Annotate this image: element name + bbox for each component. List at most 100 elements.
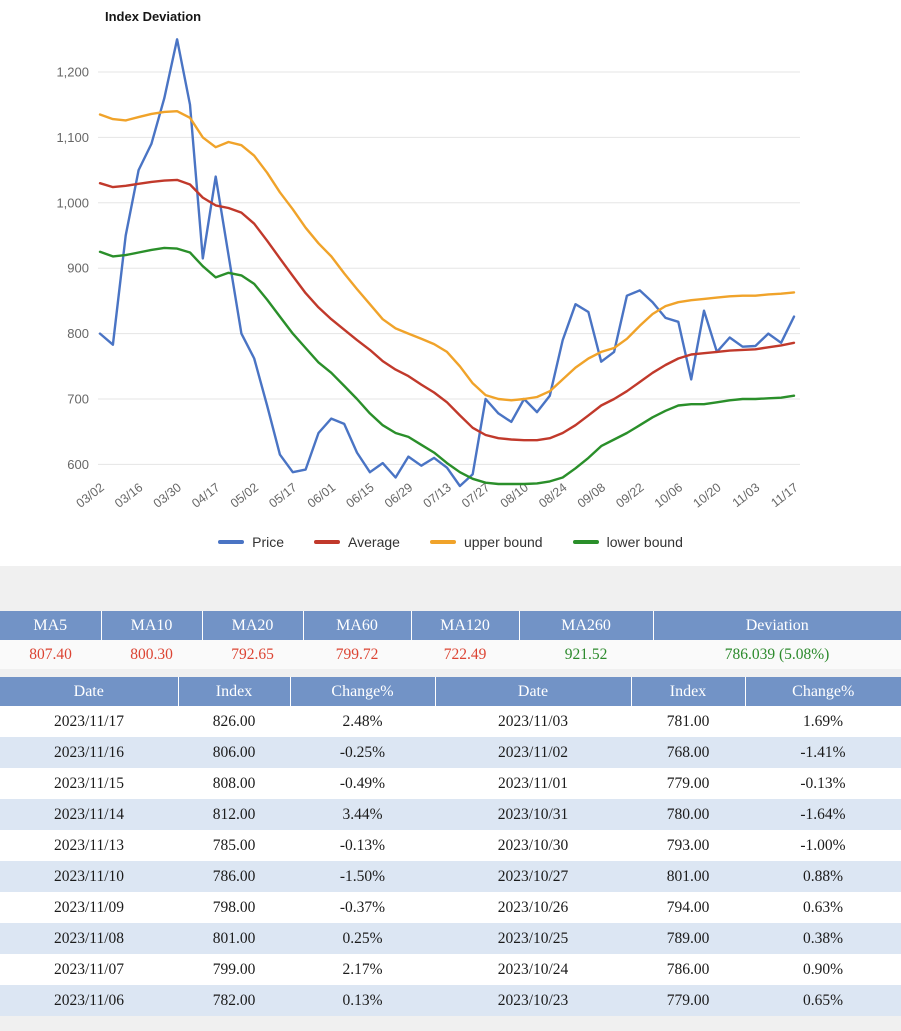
change-cell: -1.00% [745,830,901,861]
x-axis-tick-label: 09/08 [575,480,608,510]
change-cell: 3.44% [290,799,435,830]
ma-value: 807.40 [0,640,101,669]
legend-item-price[interactable]: Price [218,534,284,550]
legend-item-upper-bound[interactable]: upper bound [429,534,543,550]
change-cell: 0.38% [745,923,901,954]
x-axis-tick-label: 06/29 [382,480,415,510]
legend-line-icon [314,540,341,544]
date-cell: 2023/10/31 [435,799,631,830]
x-axis-tick-label: 03/02 [74,480,107,510]
ma-table: MA5 MA10 MA20 MA60 MA120 MA260 Deviation 807.40… [0,611,901,669]
date-cell: 2023/11/02 [435,737,631,768]
x-axis-tick-label: 10/20 [690,480,723,510]
change-cell: 2.48% [290,706,435,737]
table-row: 2023/11/15 808.00 -0.49% 2023/11/01 779.00 -0… [0,768,901,799]
change-cell: -1.41% [745,737,901,768]
y-axis-tick-label: 800 [67,326,89,341]
change-cell: 2.17% [290,954,435,985]
index-cell: 793.00 [631,830,745,861]
index-cell: 801.00 [178,923,290,954]
change-cell: -1.50% [290,861,435,892]
series-line-lower-bound [98,246,796,486]
date-cell: 2023/11/17 [0,706,178,737]
index-cell: 779.00 [631,768,745,799]
date-cell: 2023/11/10 [0,861,178,892]
table-row: 2023/11/09 798.00 -0.37% 2023/10/26 794.00 0.… [0,892,901,923]
change-cell: -0.13% [745,768,901,799]
legend-label: Average [348,534,400,550]
ma-value-row: 807.40 800.30 792.65 799.72 722.49 921.52 786.… [0,640,901,669]
change-cell: 0.13% [290,985,435,1016]
x-axis-tick-label: 06/01 [305,480,338,510]
chart-section: Index Deviation 600 700 800 900 1,000 1,100 1,… [0,0,901,566]
y-axis-tick-label: 700 [67,392,89,407]
table-row: 2023/11/13 785.00 -0.13% 2023/10/30 793.00 -1… [0,830,901,861]
date-cell: 2023/11/08 [0,923,178,954]
y-axis-tick-label: 1,200 [56,65,89,80]
date-cell: 2023/10/23 [435,985,631,1016]
legend-line-icon [218,540,245,544]
history-col-header: Date [0,677,179,706]
ma-section: MA5 MA10 MA20 MA60 MA120 MA260 Deviation 807.40… [0,611,901,669]
x-axis-tick-label: 11/17 [768,480,801,510]
index-cell: 779.00 [631,985,745,1016]
legend-item-lower-bound[interactable]: lower bound [572,534,683,550]
change-cell: 0.25% [290,923,435,954]
table-row: 2023/11/14 812.00 3.44% 2023/10/31 780.00 -1.… [0,799,901,830]
index-cell: 785.00 [178,830,290,861]
change-cell: -0.13% [290,830,435,861]
ma-col-header: MA10 [101,611,203,640]
index-cell: 789.00 [631,923,745,954]
change-cell: 1.69% [745,706,901,737]
date-cell: 2023/10/26 [435,892,631,923]
ma-value: 792.65 [202,640,303,669]
x-axis-tick-label: 03/16 [112,480,145,510]
history-col-header: Date [435,677,632,706]
x-axis-tick-label: 09/22 [613,480,646,510]
index-cell: 798.00 [178,892,290,923]
table-row: 2023/11/17 826.00 2.48% 2023/11/03 781.00 1.6… [0,706,901,737]
index-cell: 799.00 [178,954,290,985]
date-cell: 2023/11/13 [0,830,178,861]
x-axis-tick-label: 06/15 [343,480,376,510]
index-cell: 786.00 [631,954,745,985]
index-cell: 780.00 [631,799,745,830]
legend-label: lower bound [606,534,683,550]
table-row: 2023/11/07 799.00 2.17% 2023/10/24 786.00 0.9… [0,954,901,985]
date-cell: 2023/11/09 [0,892,178,923]
date-cell: 2023/11/03 [435,706,631,737]
index-cell: 768.00 [631,737,745,768]
ma-value: 722.49 [411,640,519,669]
x-axis-tick-label: 05/02 [228,480,261,510]
legend-line-icon [429,540,456,544]
ma-col-header: MA5 [0,611,102,640]
index-cell: 782.00 [178,985,290,1016]
change-cell: -1.64% [745,799,901,830]
y-axis-tick-label: 900 [67,261,89,276]
ma-col-header: MA20 [202,611,304,640]
table-row: 2023/11/10 786.00 -1.50% 2023/10/27 801.00 0.… [0,861,901,892]
index-cell: 781.00 [631,706,745,737]
history-section: Date Index Change% Date Index Change% 2023/11/… [0,677,901,1016]
ma-header-row: MA5 MA10 MA20 MA60 MA120 MA260 Deviation [0,611,901,640]
x-axis-tick-label: 11/03 [730,480,763,510]
legend-item-average[interactable]: Average [314,534,400,550]
date-cell: 2023/11/16 [0,737,178,768]
history-col-header: Change% [290,677,436,706]
date-cell: 2023/11/15 [0,768,178,799]
series-line-average [98,178,796,442]
history-col-header: Index [178,677,291,706]
ma-value: 800.30 [101,640,202,669]
series-line-upper-bound [98,109,796,402]
index-deviation-chart: 600 700 800 900 1,000 1,100 1,200 03/02 03/16 03/… [56,38,801,511]
date-cell: 2023/11/07 [0,954,178,985]
index-cell: 794.00 [631,892,745,923]
date-cell: 2023/11/01 [435,768,631,799]
chart-title: Index Deviation [105,9,202,24]
date-cell: 2023/11/06 [0,985,178,1016]
ma-value: 921.52 [519,640,653,669]
y-axis-tick-label: 1,000 [56,195,89,210]
table-row: 2023/11/08 801.00 0.25% 2023/10/25 789.00 0.3… [0,923,901,954]
ma-value: 799.72 [303,640,411,669]
index-cell: 806.00 [178,737,290,768]
